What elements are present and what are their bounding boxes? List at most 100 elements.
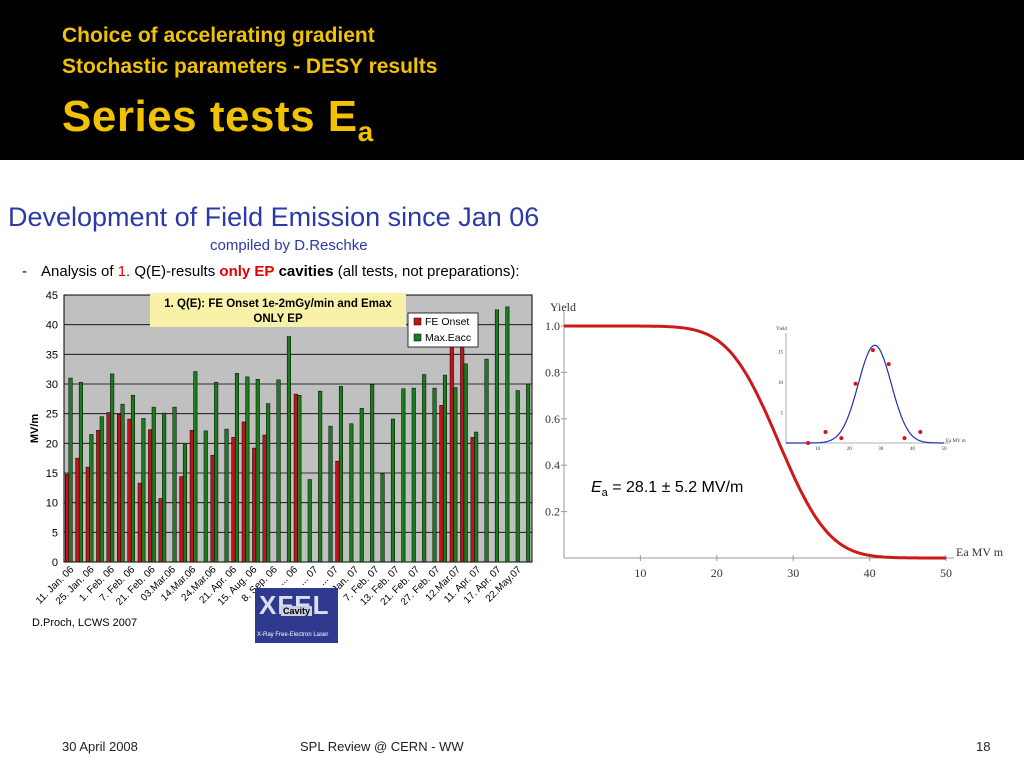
bar-max-eacc: [380, 473, 385, 563]
footer-page-number: 18: [976, 739, 991, 754]
analysis-cavities: cavities: [278, 263, 334, 280]
chart-title-box: [150, 293, 406, 327]
x-tick-label: 30: [787, 566, 799, 580]
bar-max-eacc: [318, 390, 323, 563]
x-axis-label: Ea MV m: [956, 545, 1004, 559]
yield-curve: [564, 324, 946, 560]
inset-x-label: Ea MV m: [946, 439, 966, 444]
bar-max-eacc: [99, 416, 104, 563]
ea-annotation-symbol: E: [591, 479, 602, 496]
bar-max-eacc: [474, 431, 479, 563]
y-tick-label: 25: [46, 409, 58, 421]
bar-max-eacc: [390, 418, 395, 563]
ea-annotation-subscript: a: [602, 487, 609, 499]
bar-fe-onset: [85, 466, 90, 563]
inset-y-tick-label: 10: [778, 381, 784, 386]
page-title-subscript: a: [357, 116, 374, 147]
y-tick-label: 45: [46, 290, 58, 302]
inset-y-label: Yield: [776, 327, 787, 332]
bar-max-eacc: [245, 376, 250, 563]
analysis-pre: Analysis of: [41, 263, 118, 280]
bar-max-eacc: [162, 412, 167, 563]
yield-curve-chart: Yield 0.2 0.4 0.6 0.8 1.0 10 20 30 40 50 Ea MV m Ea …: [545, 300, 1004, 580]
bar-max-eacc: [422, 374, 427, 563]
bar-max-eacc: [442, 374, 447, 563]
inset-x-tick-label: 30: [878, 447, 884, 452]
inset-data-point: [902, 436, 907, 441]
analysis-line: - Analysis of 1. Q(E)-results only EP cav…: [22, 263, 520, 280]
bar-max-eacc: [494, 309, 499, 563]
slide-heading: Development of Field Emission since Jan …: [8, 202, 540, 232]
legend-swatch-max-eacc: [413, 333, 422, 342]
bar-max-eacc: [328, 425, 333, 563]
bar-fe-onset: [241, 421, 246, 563]
inset-gaussian-fit: [786, 344, 944, 444]
y-tick-label: 0: [52, 557, 58, 569]
credit-text: D.Proch, LCWS 2007: [32, 617, 138, 629]
x-tick-label: 10: [634, 566, 646, 580]
bar-max-eacc: [505, 306, 510, 563]
y-tick-label: 0.2: [545, 505, 560, 519]
bar-max-eacc: [359, 408, 364, 563]
x-tick-label: ... 06: [277, 564, 301, 588]
bar-max-eacc: [276, 379, 281, 563]
footer-date: 30 April 2008: [62, 739, 138, 754]
bar-max-eacc: [432, 387, 437, 563]
bar-fe-onset: [116, 414, 122, 563]
bar-fe-onset: [127, 418, 132, 563]
bar-fe-onset: [158, 498, 163, 563]
bar-max-eacc: [401, 388, 406, 563]
page-title: Series tests Ea: [62, 92, 374, 147]
bar-max-eacc: [130, 395, 135, 563]
bar-max-eacc: [453, 387, 458, 563]
bar-fe-onset: [262, 434, 267, 563]
inset-x-tick-label: 20: [847, 447, 853, 452]
bar-max-eacc: [172, 406, 177, 563]
bar-fe-onset: [470, 437, 475, 563]
xfel-logo: XFEL Cavity X-Ray Free-Electron Laser: [255, 588, 338, 643]
bar-max-eacc: [515, 390, 520, 563]
y-tick-label: 1.0: [545, 319, 560, 333]
ea-annotation: Ea = 28.1 ± 5.2 MV/m: [591, 479, 743, 499]
y-tick-label: 0.6: [545, 412, 560, 426]
fe-bar-chart: 0 5 10 15 20 25 30 35 40 45 MV/m 1. Q(E): FE Onset …: [29, 290, 533, 608]
y-tick-label: 0.8: [545, 365, 560, 379]
inset-data-point: [806, 441, 811, 445]
bar-fe-onset: [75, 457, 80, 563]
inset-x-tick-label: 40: [910, 447, 916, 452]
y-tick-label: 5: [52, 527, 58, 539]
bar-fe-onset: [137, 482, 142, 563]
y-tick-label: 10: [46, 498, 58, 510]
y-tick-label: 20: [46, 438, 58, 450]
bar-fe-onset: [439, 405, 444, 563]
bullet-dash: -: [22, 263, 27, 280]
y-tick-label: 35: [46, 349, 58, 361]
chart-subtitle: ONLY EP: [253, 313, 303, 325]
y-tick-label: 15: [46, 468, 58, 480]
bar-max-eacc: [68, 377, 73, 563]
bar-max-eacc: [214, 381, 219, 563]
bar-max-eacc: [182, 444, 187, 563]
bar-fe-onset: [106, 412, 111, 563]
header-band: Choice of accelerating gradient Stochast…: [0, 0, 1024, 160]
bar-fe-onset: [293, 393, 298, 563]
bar-max-eacc: [338, 386, 343, 563]
bar-fe-onset: [335, 460, 340, 563]
compiled-by: compiled by D.Reschke: [210, 237, 368, 254]
inset-y-tick-label: 5: [781, 411, 784, 416]
bar-fe-onset: [460, 318, 465, 563]
bar-max-eacc: [203, 430, 208, 563]
inset-data-point: [886, 362, 891, 367]
inset-data-point: [918, 430, 923, 434]
bar-max-eacc: [411, 387, 416, 563]
inset-x-tick-label: 50: [942, 447, 948, 452]
bar-max-eacc: [110, 373, 115, 563]
bar-max-eacc: [370, 384, 375, 563]
analysis-only-ep: only EP: [219, 263, 275, 280]
bar-max-eacc: [349, 423, 354, 563]
x-tick-label: 40: [864, 566, 876, 580]
xfel-logo-overlay: Cavity: [281, 606, 313, 616]
analysis-mid: Q(E)-results: [130, 263, 220, 280]
ea-annotation-value: = 28.1 ± 5.2 MV/m: [608, 479, 744, 496]
page-title-text: Series tests E: [62, 92, 358, 141]
